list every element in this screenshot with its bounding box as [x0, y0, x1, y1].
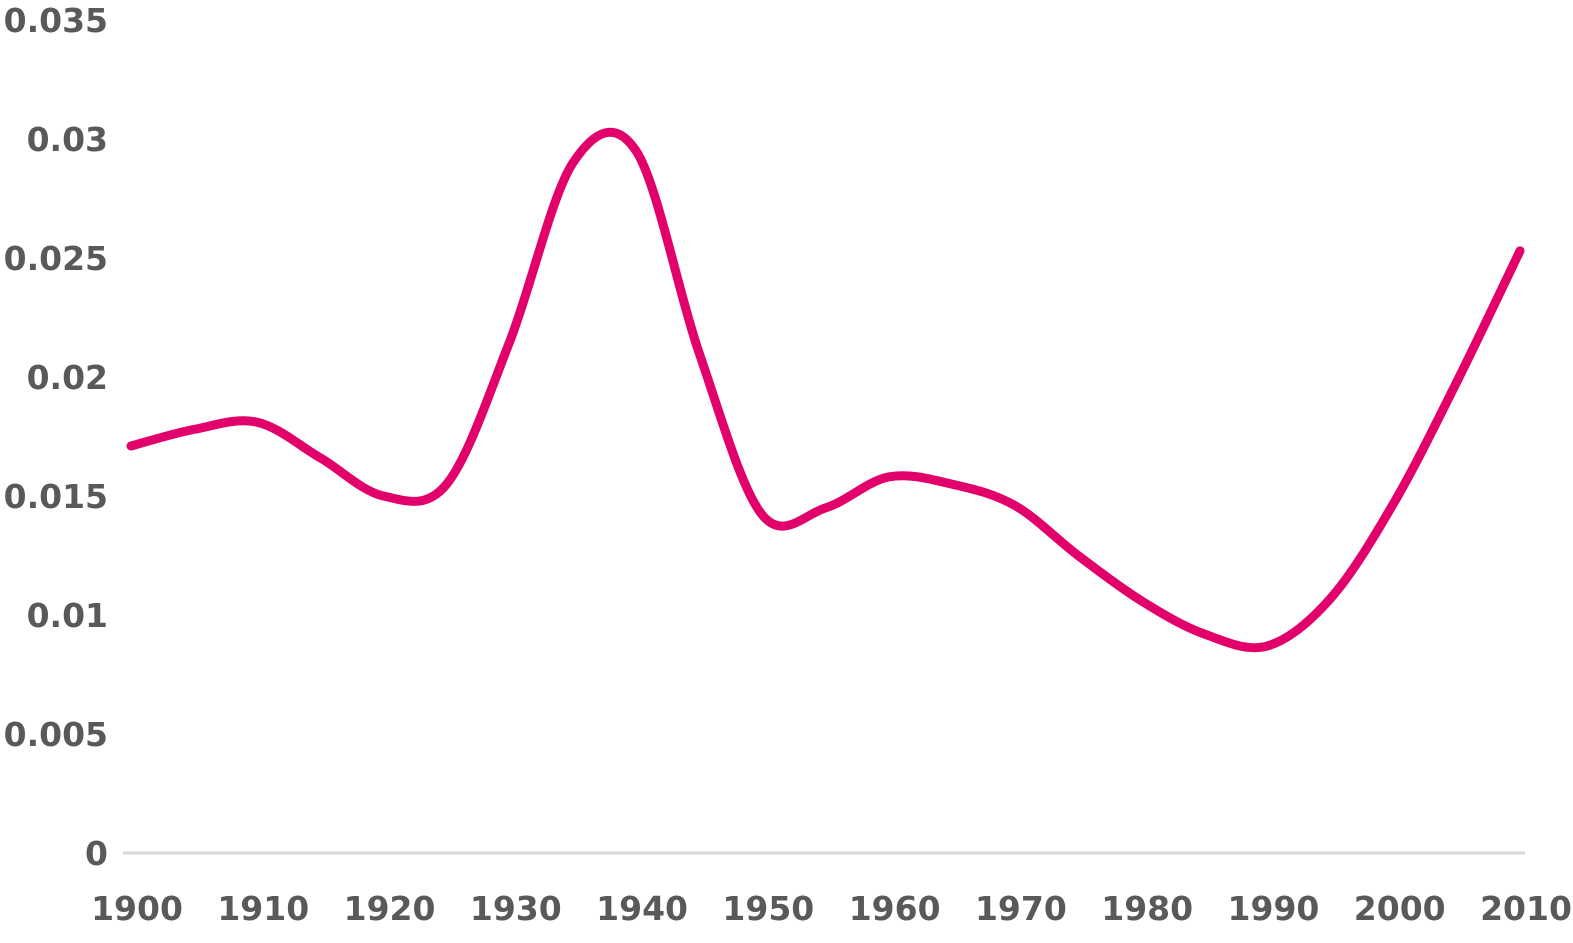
series-group	[126, 127, 1525, 653]
x-tick-label: 1950	[722, 889, 814, 928]
y-tick-label: 0.005	[4, 715, 108, 754]
x-tick-label: 2010	[1480, 889, 1572, 928]
x-tick-label: 1930	[470, 889, 562, 928]
x-axis-ticks: 1900 1910 1920 1930 1940 1950 1960 1970 1980 1990…	[91, 889, 1572, 928]
y-tick-label: 0.02	[27, 358, 108, 397]
y-tick-label: 0.03	[27, 120, 108, 159]
x-tick-label: 1900	[91, 889, 183, 928]
y-tick-label: 0.015	[4, 477, 108, 516]
x-tick-label: 1960	[849, 889, 941, 928]
y-tick-label: 0.01	[27, 596, 108, 635]
x-tick-label: 1980	[1101, 889, 1193, 928]
x-tick-label: 2000	[1354, 889, 1446, 928]
x-tick-label: 1990	[1228, 889, 1320, 928]
x-tick-label: 1970	[975, 889, 1067, 928]
y-tick-label: 0.035	[4, 1, 108, 40]
series-line-0	[126, 127, 1525, 653]
x-tick-label: 1910	[217, 889, 309, 928]
y-tick-label: 0.025	[4, 239, 108, 278]
y-axis-ticks: 0 0.005 0.01 0.015 0.02 0.025 0.03 0.035	[4, 1, 108, 873]
y-tick-label: 0	[85, 834, 108, 873]
x-tick-label: 1920	[344, 889, 436, 928]
x-tick-label: 1940	[596, 889, 688, 928]
